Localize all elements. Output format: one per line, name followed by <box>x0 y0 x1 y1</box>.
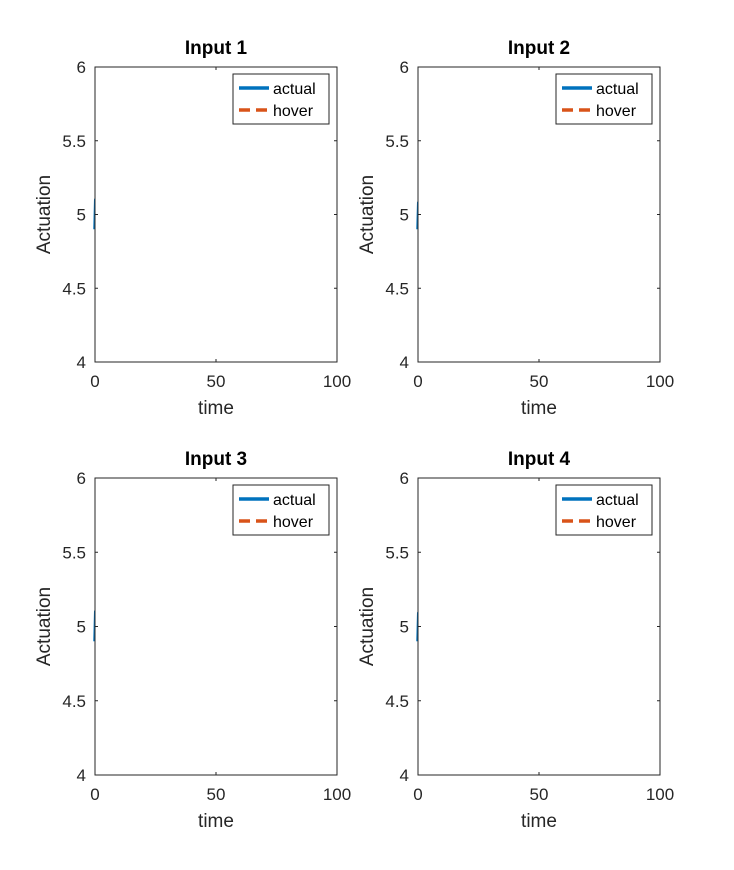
x-tick-label: 50 <box>207 785 226 804</box>
x-tick-label: 50 <box>530 372 549 391</box>
y-axis-label: Actuation <box>357 587 378 666</box>
y-tick-label: 4.5 <box>385 279 409 298</box>
y-tick-label: 5.5 <box>385 543 409 562</box>
x-tick-label: 0 <box>413 372 422 391</box>
y-tick-label: 4 <box>77 353 86 372</box>
legend-box <box>232 484 330 536</box>
x-tick-label: 0 <box>90 785 99 804</box>
y-tick-label: 4 <box>77 766 86 785</box>
legend: actual hover <box>555 73 653 125</box>
legend-entry-actual: actual <box>273 492 316 509</box>
y-tick-label: 5.5 <box>62 132 86 151</box>
y-tick-label: 6 <box>77 58 86 77</box>
y-tick-label: 4 <box>400 353 409 372</box>
x-tick-label: 50 <box>530 785 549 804</box>
legend-entry-hover: hover <box>273 514 314 531</box>
y-tick-label: 4.5 <box>62 692 86 711</box>
legend-entry-actual: actual <box>596 492 639 509</box>
legend: actual hover <box>555 484 653 536</box>
legend-entry-hover: hover <box>596 514 637 531</box>
y-tick-label: 6 <box>400 469 409 488</box>
legend-entry-actual: actual <box>596 81 639 98</box>
plot-title: Input 1 <box>185 38 248 59</box>
x-axis-label: time <box>198 398 234 419</box>
y-tick-label: 4.5 <box>385 692 409 711</box>
x-tick-label: 100 <box>646 785 674 804</box>
plot-title: Input 3 <box>185 449 247 470</box>
x-tick-label: 50 <box>207 372 226 391</box>
legend-entry-actual: actual <box>273 81 316 98</box>
subplot-4: 0 50 100 4 4.5 5 5.5 6 Input 4 time Actuation actua… <box>357 449 674 832</box>
legend-box <box>232 73 330 125</box>
y-tick-label: 5 <box>400 618 409 637</box>
y-tick-label: 5 <box>77 618 86 637</box>
x-axis-label: time <box>198 811 234 832</box>
legend: actual hover <box>232 484 330 536</box>
x-axis-label: time <box>521 398 557 419</box>
y-axis-label: Actuation <box>357 175 378 254</box>
x-tick-label: 100 <box>323 372 351 391</box>
y-axis-label: Actuation <box>34 175 55 254</box>
y-tick-label: 6 <box>400 58 409 77</box>
subplot-2: 0 50 100 4 4.5 5 5.5 6 Input 2 time Actuation actua… <box>357 38 674 419</box>
legend-entry-hover: hover <box>273 103 314 120</box>
y-tick-label: 4.5 <box>62 279 86 298</box>
y-tick-label: 5.5 <box>62 543 86 562</box>
x-tick-label: 0 <box>90 372 99 391</box>
x-axis-label: time <box>521 811 557 832</box>
x-tick-label: 100 <box>323 785 351 804</box>
legend-box <box>555 73 653 125</box>
y-axis-label: Actuation <box>34 587 55 666</box>
subplot-1: 0 50 100 4 4.5 5 5.5 6 Input 1 time Actuation actua… <box>34 38 351 419</box>
x-tick-label: 100 <box>646 372 674 391</box>
y-tick-label: 4 <box>400 766 409 785</box>
subplot-3: 0 50 100 4 4.5 5 5.5 6 Input 3 time Actuation actua… <box>34 449 351 832</box>
y-tick-label: 5.5 <box>385 132 409 151</box>
x-tick-label: 0 <box>413 785 422 804</box>
legend-entry-hover: hover <box>596 103 637 120</box>
y-tick-label: 6 <box>77 469 86 488</box>
plot-title: Input 2 <box>508 38 570 59</box>
plot-title: Input 4 <box>508 449 571 470</box>
y-tick-label: 5 <box>77 206 86 225</box>
y-tick-label: 5 <box>400 206 409 225</box>
legend: actual hover <box>232 73 330 125</box>
legend-box <box>555 484 653 536</box>
